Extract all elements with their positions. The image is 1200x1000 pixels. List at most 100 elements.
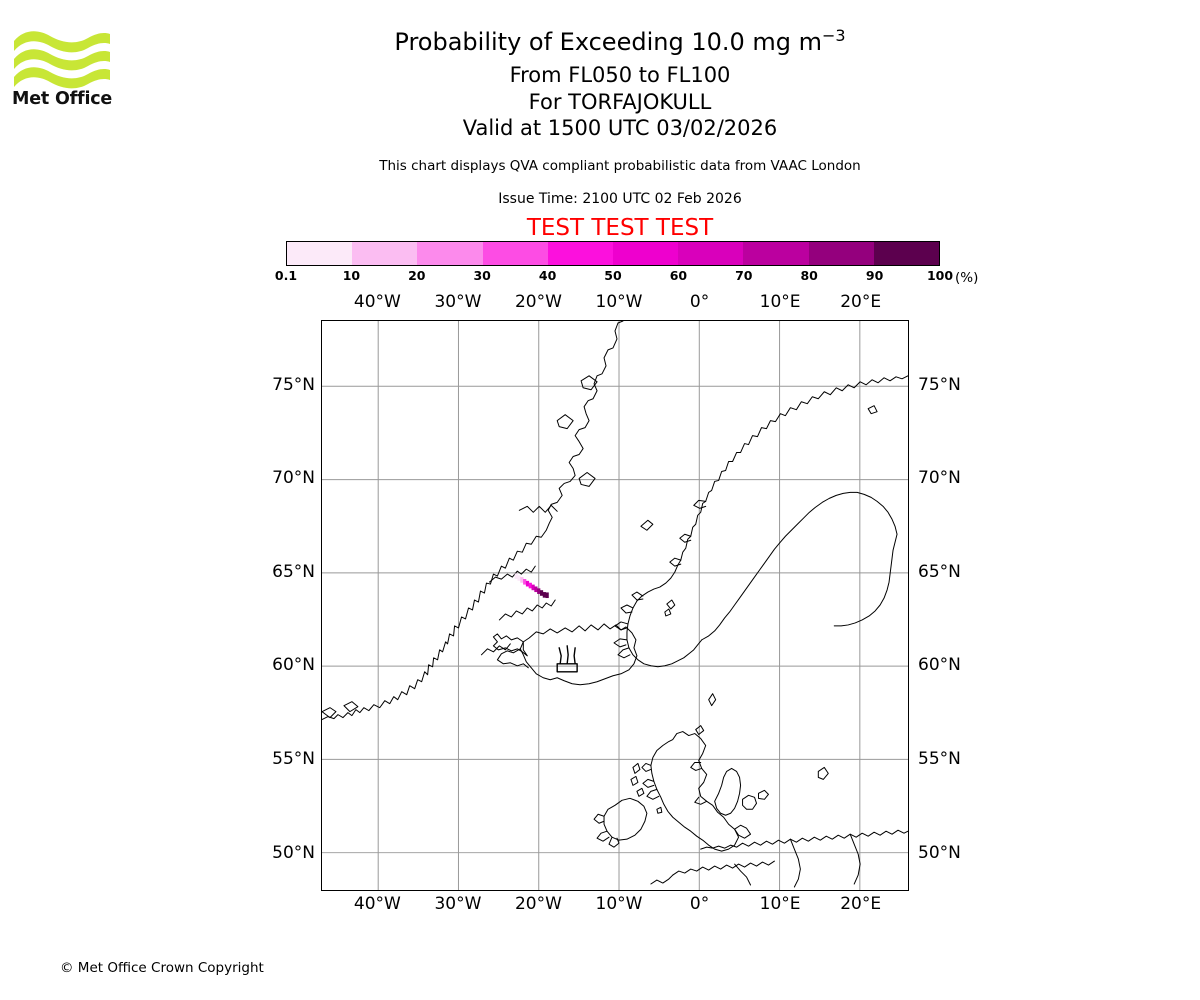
lon-label-bottom-30°W: 30°W <box>434 894 482 914</box>
greenland-fjords-2 <box>498 599 556 621</box>
greenland-islet-sw2 <box>343 701 359 713</box>
outer-hebrides <box>632 762 641 774</box>
probability-cell-1 <box>520 577 524 583</box>
qva-compliance-note: This chart displays QVA compliant probab… <box>379 158 861 174</box>
jan-mayen-island <box>640 519 654 531</box>
greenland-fjords-4 <box>518 504 558 513</box>
islay-island <box>636 787 645 797</box>
lat-label-left-65°N: 65°N <box>272 561 315 582</box>
iceland-glaciers <box>556 645 578 673</box>
probability-colorbar <box>286 241 940 266</box>
denmark-zealand <box>742 794 758 810</box>
probability-cell-3 <box>525 580 530 587</box>
gotland-island <box>817 766 829 780</box>
lon-label-bottom-20°W: 20°W <box>514 894 562 914</box>
lat-label-left-50°N: 50°N <box>272 842 315 863</box>
greenland-island-1 <box>556 414 574 430</box>
probability-cell-0 <box>517 575 521 581</box>
lon-label-bottom-0°: 0° <box>689 894 710 914</box>
page-title-text: Probability of Exceeding 10.0 mg m <box>394 28 822 56</box>
colorbar-band-5 <box>613 242 679 265</box>
probability-cell-9 <box>542 592 546 598</box>
lon-label-top-10°E: 10°E <box>759 292 801 312</box>
lon-label-bottom-10°W: 10°W <box>595 894 643 914</box>
lat-label-left-75°N: 75°N <box>272 374 315 395</box>
lat-label-left-70°N: 70°N <box>272 468 315 489</box>
page-title-exponent: −3 <box>822 26 846 45</box>
norway-fjord-4 <box>613 638 628 648</box>
norway-fjord-2 <box>620 604 634 614</box>
colorbar-tick-80: 80 <box>800 268 818 283</box>
greenland-fjords-3 <box>480 643 511 656</box>
title-flight-levels: From FL050 to FL100 <box>509 63 731 87</box>
the-wash <box>694 796 708 805</box>
colorbar-tick-10: 10 <box>342 268 361 283</box>
ash-probability-cells <box>514 573 549 599</box>
finland-west-coast <box>833 533 898 627</box>
colorbar-band-7 <box>743 242 809 265</box>
norway-west-coast <box>626 375 908 668</box>
colorbar-band-4 <box>547 242 614 265</box>
ireland-west-inlet <box>593 813 605 824</box>
met-office-logo <box>12 25 112 113</box>
greenland-fjords-1 <box>488 565 536 583</box>
norway-fjord-1 <box>631 591 644 601</box>
test-banner: TEST TEST TEST <box>526 215 714 241</box>
colorbar-band-6 <box>678 242 744 265</box>
met-office-wordmark: Met Office <box>12 89 113 109</box>
lon-label-top-0°: 0° <box>689 292 710 312</box>
colorbar-tick-0.1: 0.1 <box>274 268 298 283</box>
norway-fjord-7 <box>679 533 692 543</box>
europe-north-sea-coast <box>672 860 775 876</box>
norway-fjord-5 <box>617 647 631 659</box>
norway-fjord-6 <box>669 557 682 567</box>
lat-label-right-50°N: 50°N <box>918 842 961 863</box>
lon-label-top-20°E: 20°E <box>840 292 882 312</box>
title-volcano: For TORFAJOKULL <box>528 90 712 114</box>
iceland-westfjords <box>492 633 528 657</box>
lat-label-right-65°N: 65°N <box>918 561 961 582</box>
map-gridlines <box>322 321 908 890</box>
colorbar-band-3 <box>482 242 548 265</box>
colorbar-band-9 <box>873 242 940 265</box>
probability-cell-8 <box>539 590 544 596</box>
shetland-islands <box>708 693 717 707</box>
colorbar-bands <box>287 242 940 265</box>
colorbar-tick-90: 90 <box>865 268 884 283</box>
greenland-islet-sw <box>322 707 337 719</box>
great-britain-coastline <box>650 731 740 852</box>
probability-cell-11 <box>514 573 518 580</box>
probability-cell-10 <box>545 592 549 599</box>
netherlands-islands <box>734 824 752 839</box>
probability-cell-6 <box>534 586 538 593</box>
lat-label-right-55°N: 55°N <box>918 748 961 769</box>
lon-label-bottom-10°E: 10°E <box>759 894 801 914</box>
scotland-west-inlet <box>641 762 652 772</box>
lon-label-top-40°W: 40°W <box>353 292 401 312</box>
scotland-west-inlet-3 <box>646 788 660 800</box>
probability-cell-2 <box>523 579 527 585</box>
denmark-jutland <box>714 767 742 816</box>
firth-of-forth <box>690 761 703 771</box>
issue-time-label: Issue Time: 2100 UTC 02 Feb 2026 <box>498 191 742 207</box>
colorbar-tick-70: 70 <box>735 268 753 283</box>
colorbar-tick-50: 50 <box>604 268 622 283</box>
title-valid-time: Valid at 1500 UTC 03/02/2026 <box>462 116 778 140</box>
greenland-east-coast <box>322 321 624 721</box>
europe-border-line-1 <box>789 838 801 888</box>
isle-of-man <box>656 806 663 814</box>
ireland-coastline <box>603 797 648 841</box>
page-title: Probability of Exceeding 10.0 mg m−3 <box>220 26 1020 58</box>
iceland-coastline <box>519 623 638 686</box>
colorbar-tick-100: 100 <box>926 268 954 283</box>
denmark-islet <box>758 789 769 800</box>
colorbar-band-0 <box>287 242 353 265</box>
colorbar-tick-20: 20 <box>408 268 426 283</box>
colorbar-tick-40: 40 <box>538 268 557 283</box>
ireland-s-inlet <box>608 836 620 848</box>
europe-baltic-south-coast <box>700 829 908 850</box>
svalbard-islet <box>867 405 878 415</box>
colorbar-band-2 <box>417 242 483 265</box>
lat-label-right-70°N: 70°N <box>918 468 961 489</box>
lon-label-bottom-40°W: 40°W <box>353 894 401 914</box>
